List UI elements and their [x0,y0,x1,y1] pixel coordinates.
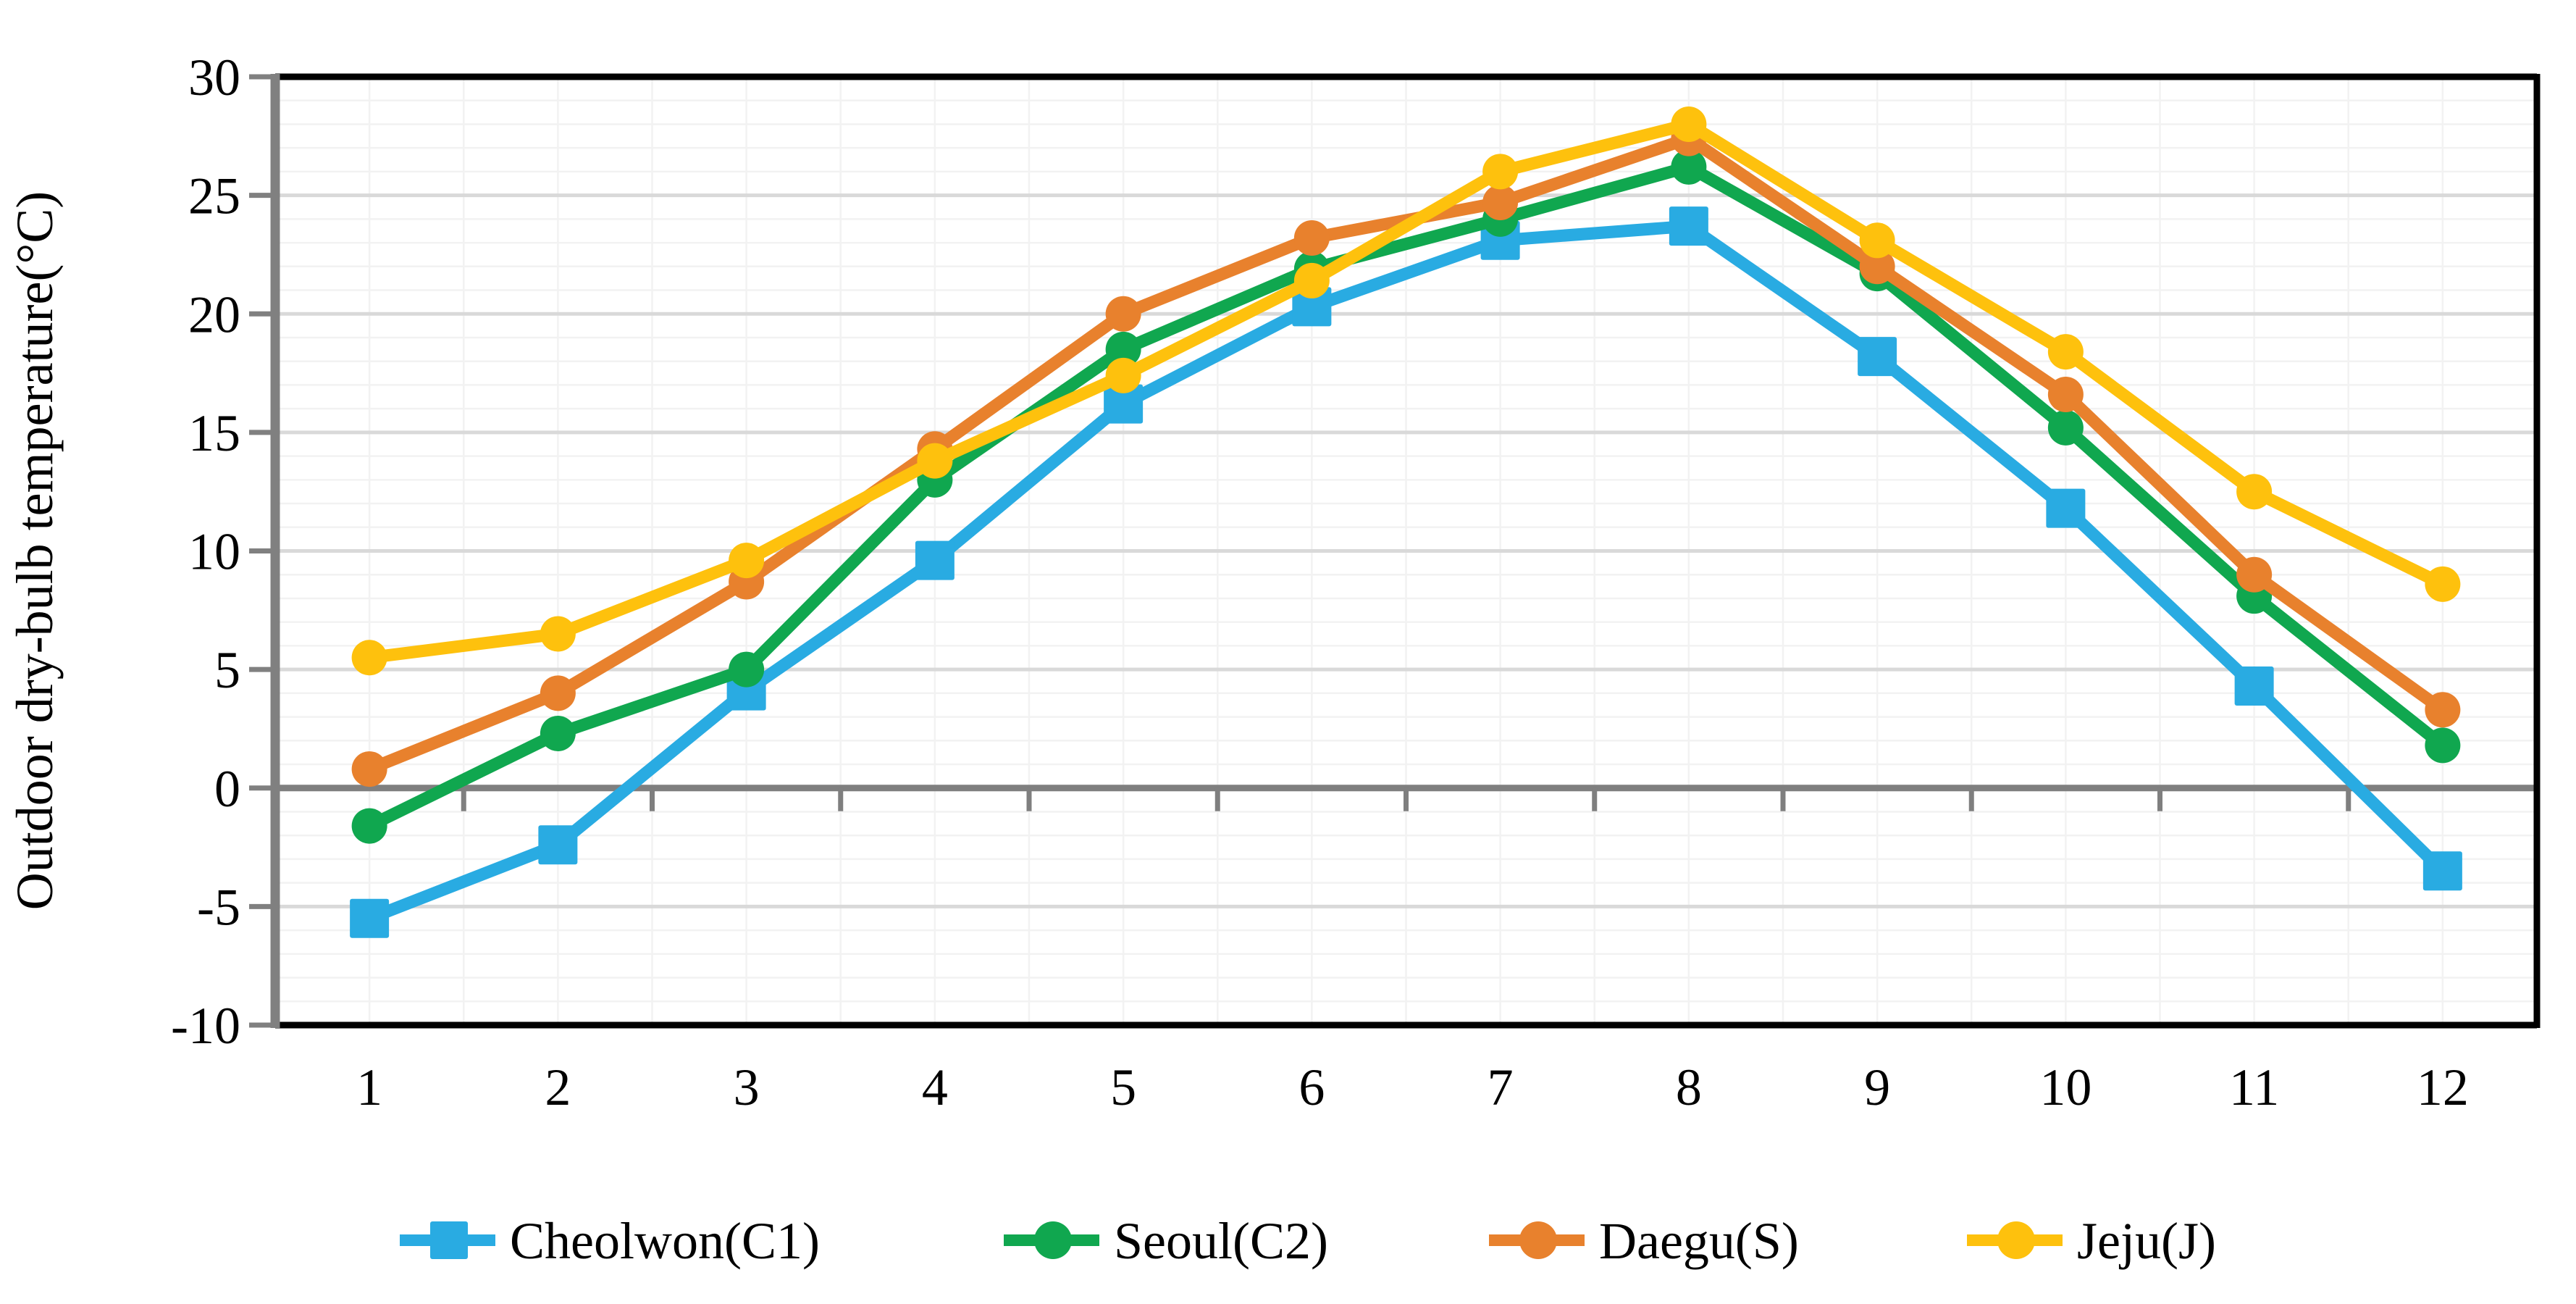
y-tick-label: 30 [188,49,240,106]
series-layer [350,106,2462,938]
x-tick-label: 1 [356,1058,382,1116]
data-point-circle [2047,334,2084,370]
x-tick-label: 2 [545,1058,571,1116]
data-point-square [2422,851,2462,891]
data-point-circle [2425,727,2461,764]
legend-item: Seoul(C2) [1004,1212,1328,1270]
x-tick-label: 11 [2229,1058,2279,1116]
x-tick-label: 6 [1299,1058,1325,1116]
data-point-circle [1105,331,1141,367]
legend-marker-circle [1997,1221,2035,1259]
y-tick-label: 20 [188,285,240,343]
data-point-circle [351,640,387,676]
data-point-circle [2425,692,2461,728]
legend-label: Seoul(C2) [1114,1212,1328,1270]
data-point-circle [1105,357,1141,393]
series-cheolwon-c1- [350,206,2462,938]
data-point-circle [2047,377,2084,413]
legend-label: Cheolwon(C1) [510,1212,820,1270]
series-line [363,160,2449,832]
y-tick-label: 25 [188,167,240,225]
data-point-circle [1859,248,1895,285]
legend-label: Jeju(J) [2077,1212,2216,1270]
data-point-circle [1105,296,1141,332]
data-point-square [2234,666,2274,706]
data-point-circle [2236,556,2273,593]
x-tick-label: 3 [734,1058,760,1116]
x-tick-label: 4 [922,1058,948,1116]
x-tick-label: 5 [1110,1058,1136,1116]
x-tick-label: 8 [1676,1058,1702,1116]
legend-item: Daegu(S) [1489,1212,1799,1270]
legend-label: Daegu(S) [1599,1212,1799,1270]
y-axis-title: Outdoor dry-bulb temperature(°C) [6,191,64,911]
data-point-square [2046,488,2086,528]
series-jeju-j- [351,106,2461,676]
data-point-circle [540,715,576,751]
data-point-circle [2425,566,2461,602]
legend-marker-circle [1034,1221,1072,1259]
data-point-circle [729,543,765,579]
data-point-square [1858,337,1897,377]
y-tick-label: 0 [214,760,240,818]
data-point-circle [2236,474,2273,510]
y-tick-label: 5 [214,641,240,699]
data-point-square [538,825,578,865]
x-tick-label: 9 [1864,1058,1890,1116]
legend-marker-circle [1519,1221,1557,1259]
data-point-circle [917,443,953,479]
data-point-circle [2047,409,2084,446]
x-tick-label: 7 [1488,1058,1514,1116]
data-point-circle [540,616,576,652]
data-point-square [1669,206,1708,246]
data-point-square [1104,384,1144,424]
data-point-square [915,540,955,580]
data-point-circle [1859,222,1895,259]
x-tick-label: 10 [2039,1058,2092,1116]
series-line [363,220,2449,925]
data-point-circle [540,675,576,711]
legend-item: Cheolwon(C1) [400,1212,820,1270]
y-tick-label: -10 [171,997,240,1055]
legend-marker-square [430,1221,468,1259]
data-point-circle [1293,262,1330,298]
data-point-circle [729,651,765,687]
y-tick-label: 15 [188,404,240,462]
data-point-circle [351,751,387,787]
data-point-circle [1482,154,1519,190]
data-point-circle [351,808,387,844]
data-point-circle [1482,184,1519,220]
legend-item: Jeju(J) [1967,1212,2216,1270]
x-tick-label: 12 [2417,1058,2469,1116]
data-point-square [1292,287,1332,327]
data-point-circle [1293,220,1330,256]
y-tick-label: -5 [197,878,240,936]
data-point-circle [1671,106,1707,142]
axis-layer [249,73,2541,1029]
data-point-square [350,898,390,938]
y-tick-label: 10 [188,523,240,581]
data-point-circle [1671,149,1707,185]
series-line [363,117,2449,664]
legend: Cheolwon(C1) Seoul(C2) Daegu(S) Jeju(J) [400,1212,2216,1270]
